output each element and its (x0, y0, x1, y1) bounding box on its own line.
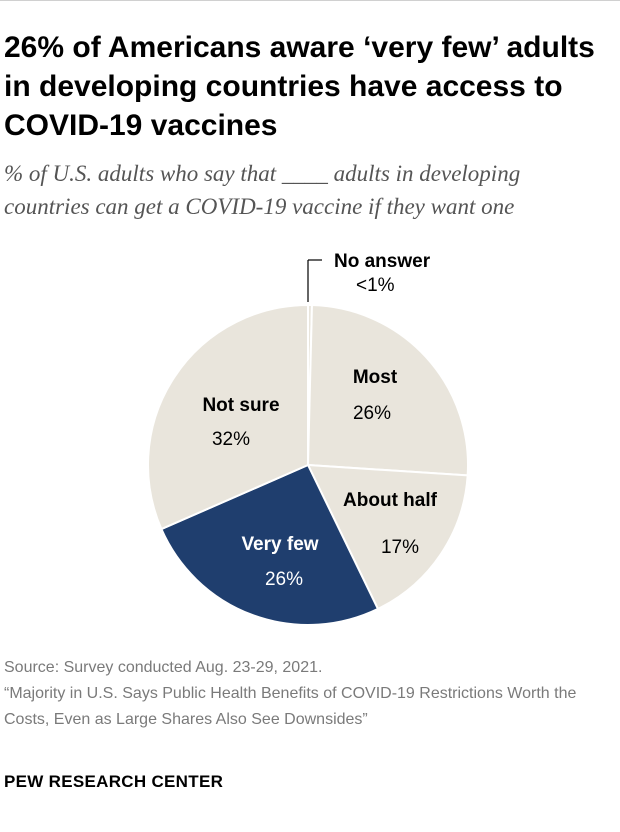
pie-slice-most (306, 304, 469, 477)
slice-value-no-answer: <1% (356, 275, 395, 296)
org-logo-text: PEW RESEARCH CENTER (4, 772, 224, 791)
chart-subtitle: % of U.S. adults who say that ____ adult… (4, 161, 521, 219)
source-line: Source: Survey conducted Aug. 23-29, 202… (4, 659, 323, 676)
slice-value-about-half: 17% (381, 537, 419, 558)
slice-label-not-sure: Not sure (202, 395, 279, 416)
pie-chart-svg: No answer <1% Most 26% About half 17% Ve… (147, 251, 469, 626)
slice-value-not-sure: 32% (212, 429, 250, 450)
pie-slice-very-few (160, 463, 380, 626)
pie-slice-about-half (306, 463, 469, 611)
slice-value-very-few: 26% (265, 569, 303, 590)
pie-chart: No answer <1% Most 26% About half 17% Ve… (0, 240, 620, 640)
slice-label-no-answer: No answer (334, 251, 431, 272)
source-note: Source: Survey conducted Aug. 23-29, 202… (4, 655, 604, 733)
slice-label-about-half: About half (343, 490, 438, 511)
top-divider (0, 0, 620, 1)
source-report-title: “Majority in U.S. Says Public Health Ben… (4, 685, 577, 728)
slice-label-most: Most (353, 367, 398, 388)
chart-title: 26% of Americans aware ‘very few’ adults… (4, 31, 595, 142)
slice-label-very-few: Very few (241, 534, 318, 555)
pie-slice-not-sure (147, 303, 309, 531)
slice-value-most: 26% (353, 403, 391, 424)
